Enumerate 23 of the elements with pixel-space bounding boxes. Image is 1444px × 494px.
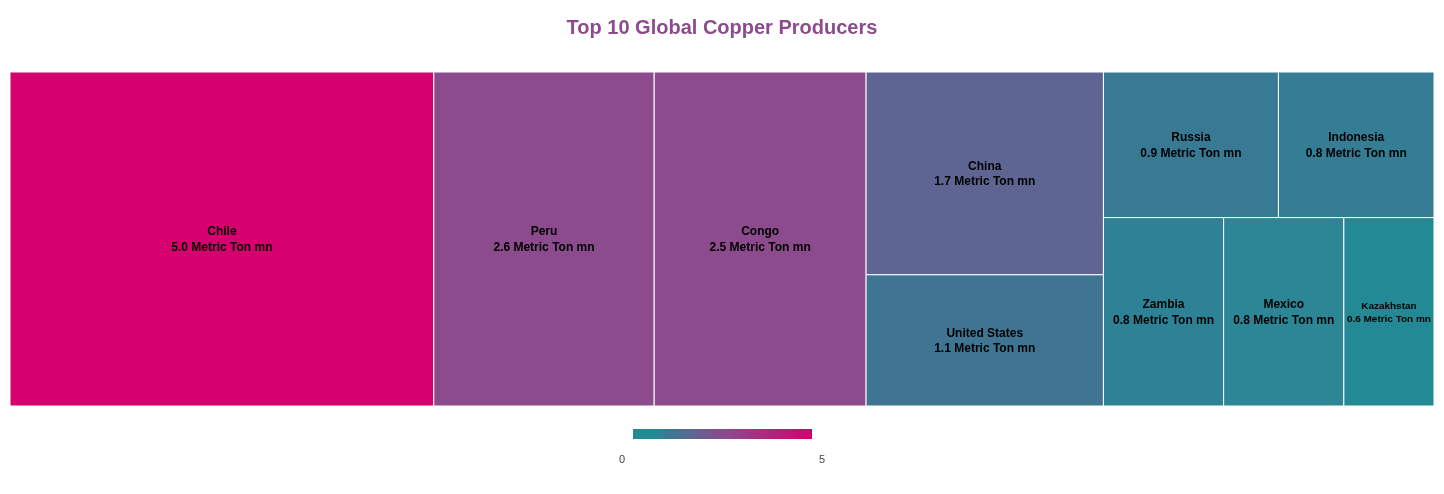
data-label: 0.8 Metric Ton mn (1233, 312, 1335, 327)
data-label: 0.8 Metric Ton mn (1305, 145, 1407, 160)
category-label: Chile (207, 224, 237, 239)
data-label: 1.1 Metric Ton mn (934, 341, 1036, 356)
data-label: 0.8 Metric Ton mn (1112, 312, 1215, 327)
category-label: Kazakhstan (1361, 299, 1417, 311)
data-label: 5.0 Metric Ton mn (171, 239, 273, 254)
data-label: 1.7 Metric Ton mn (934, 174, 1036, 189)
category-label: Peru (530, 224, 558, 239)
data-label: 2.6 Metric Ton mn (493, 239, 595, 254)
category-label: China (968, 158, 1002, 173)
category-label: United States (946, 325, 1024, 340)
category-label: Congo (741, 224, 780, 239)
category-label: Russia (1171, 130, 1211, 144)
category-label: Mexico (1263, 297, 1305, 311)
category-label: Zambia (1142, 297, 1185, 311)
data-label: 2.5 Metric Ton mn (709, 239, 811, 254)
category-label: Indonesia (1328, 130, 1385, 144)
text: Top 10 Global Copper Producers (566, 15, 878, 38)
text: 0 (619, 453, 626, 465)
data-label: 0.9 Metric Ton mn (1140, 145, 1242, 160)
data-label: 0.6 Metric Ton mn (1346, 312, 1431, 324)
text: 5 (819, 453, 826, 465)
